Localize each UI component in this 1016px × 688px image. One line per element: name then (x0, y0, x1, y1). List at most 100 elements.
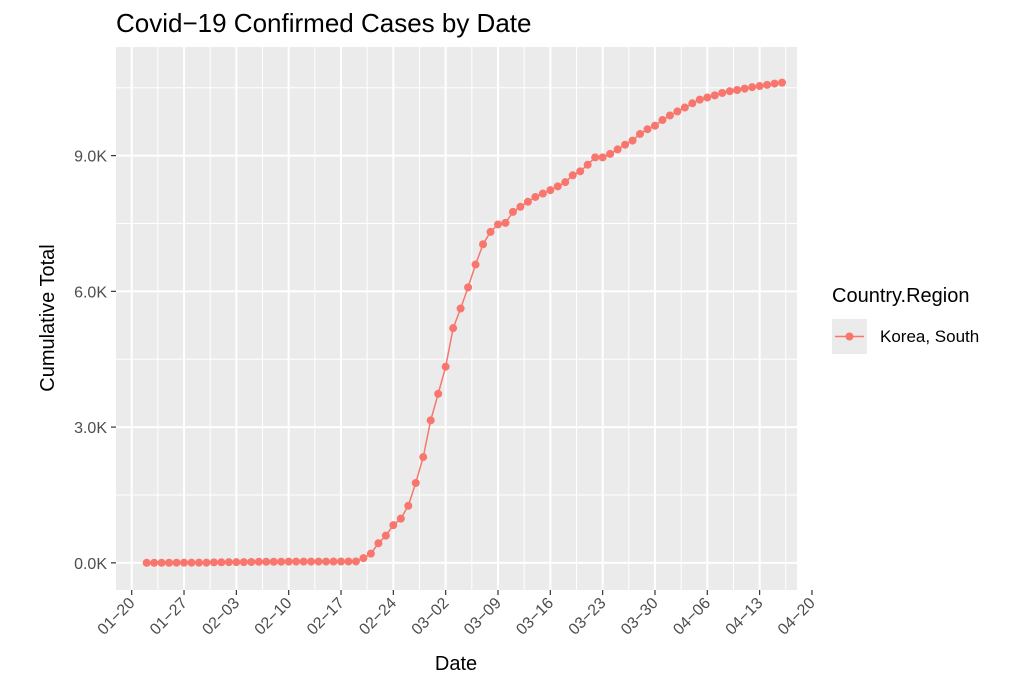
data-point (770, 79, 779, 88)
data-point (456, 304, 465, 313)
data-point (299, 557, 308, 566)
y-axis: 0.0K 3.0K 6.0K 9.0K (74, 149, 116, 573)
x-tick-label: 01−27 (147, 595, 191, 639)
data-point (374, 539, 383, 548)
data-point (277, 557, 286, 566)
y-tick-label: 3.0K (74, 420, 107, 437)
data-point (621, 140, 630, 149)
x-tick-label: 02−10 (252, 595, 296, 639)
data-point (359, 554, 368, 563)
data-point (628, 136, 637, 145)
x-tick-label: 01−20 (95, 595, 139, 639)
data-point (718, 88, 727, 97)
data-point (673, 107, 682, 116)
data-point (351, 557, 360, 566)
data-point (441, 362, 450, 371)
x-tick-label: 04−06 (670, 595, 714, 639)
data-point (508, 207, 517, 216)
data-point (411, 478, 420, 487)
data-point (658, 116, 667, 125)
chart-title: Covid−19 Confirmed Cases by Date (116, 8, 531, 38)
x-tick-label: 03−16 (513, 595, 557, 639)
data-point (493, 220, 502, 229)
data-point (613, 145, 622, 154)
data-point (434, 389, 443, 398)
data-point (142, 558, 151, 567)
legend-label-korea-south: Korea, South (880, 327, 979, 346)
data-point (650, 121, 659, 130)
data-point (546, 186, 555, 195)
y-axis-title: Cumulative Total (37, 244, 59, 391)
data-point (583, 160, 592, 169)
data-point (740, 84, 749, 93)
x-tick-label: 02−03 (199, 595, 243, 639)
data-point (381, 531, 390, 540)
data-point (209, 558, 218, 567)
data-point (187, 558, 196, 567)
data-point (150, 558, 159, 567)
data-point (553, 182, 562, 191)
data-point (389, 521, 398, 530)
y-tick-label: 9.0K (74, 149, 107, 166)
data-point (576, 167, 585, 176)
legend-title: Country.Region (832, 285, 969, 307)
data-point (725, 87, 734, 96)
data-point (292, 557, 301, 566)
data-point (426, 416, 435, 425)
x-tick-label: 03−23 (566, 595, 610, 639)
data-point (262, 557, 271, 566)
data-point (703, 93, 712, 102)
data-point (419, 453, 428, 462)
x-tick-label: 02−17 (304, 595, 348, 639)
series-group (142, 78, 787, 567)
data-point (591, 153, 600, 162)
data-point (239, 558, 248, 567)
data-point (531, 192, 540, 201)
data-point (322, 557, 331, 566)
data-point (688, 99, 697, 108)
data-point (464, 283, 473, 292)
x-tick-label: 02−24 (356, 595, 400, 639)
data-point (680, 103, 689, 112)
data-point (778, 78, 787, 87)
data-point (314, 557, 323, 566)
data-point (479, 240, 488, 249)
data-point (516, 202, 525, 211)
data-point (471, 260, 480, 269)
data-point (501, 218, 510, 227)
data-point (194, 558, 203, 567)
data-point (202, 558, 211, 567)
x-axis: 01−20 01−27 02−03 02−10 02−17 02−24 03−02 03−09… (95, 590, 819, 639)
data-point (665, 111, 674, 120)
data-point (157, 558, 166, 567)
data-point (329, 557, 338, 566)
x-tick-label: 04−20 (775, 595, 819, 639)
y-tick-label: 6.0K (74, 284, 107, 301)
data-point (636, 129, 645, 138)
data-point (538, 189, 547, 198)
data-point (217, 558, 226, 567)
x-tick-label: 03−09 (461, 595, 505, 639)
data-point (404, 501, 413, 510)
data-point (396, 514, 405, 523)
data-point (643, 125, 652, 134)
data-point (172, 558, 181, 567)
legend-key-marker (845, 332, 854, 341)
data-point (284, 557, 293, 566)
data-point (695, 95, 704, 104)
data-point (366, 549, 375, 558)
data-point (224, 558, 233, 567)
data-point (232, 558, 241, 567)
data-point (598, 153, 607, 162)
data-point (254, 557, 263, 566)
x-tick-label: 03−02 (409, 595, 453, 639)
data-point (606, 149, 615, 158)
data-point (165, 558, 174, 567)
x-axis-title: Date (435, 653, 477, 675)
grid (116, 47, 813, 590)
data-point (449, 324, 458, 333)
x-tick-label: 03−30 (618, 595, 662, 639)
data-point (733, 85, 742, 94)
data-point (568, 171, 577, 180)
